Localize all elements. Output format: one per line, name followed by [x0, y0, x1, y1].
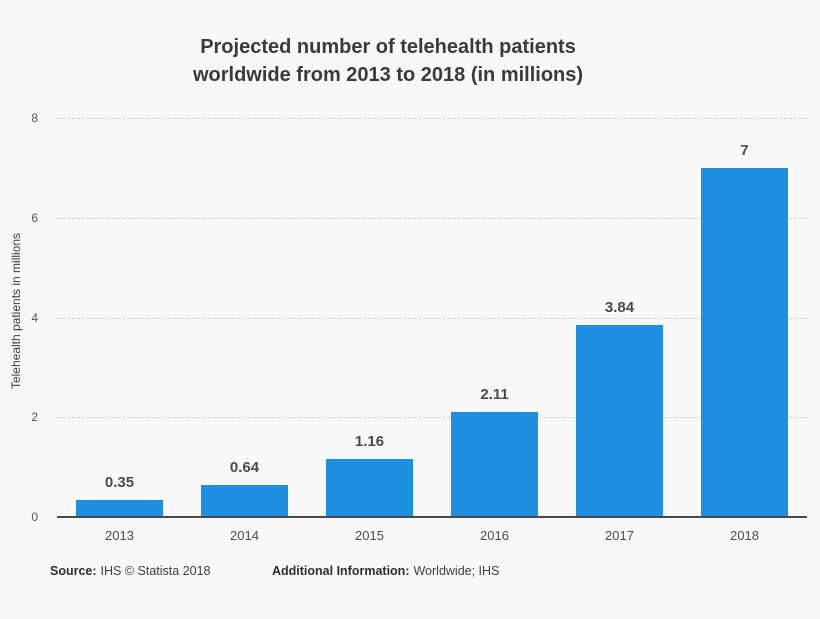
x-tick-label-2013: 2013 — [105, 528, 134, 543]
gridline-y-8 — [57, 118, 807, 119]
gridline-y-6 — [57, 217, 807, 219]
bar-2013 — [75, 499, 164, 517]
bar-value-label-2013: 0.35 — [104, 473, 135, 491]
chart-title-line2: worldwide from 2013 to 2018 (in millions… — [192, 64, 584, 86]
y-axis-tick-labels: 0 2 4 6 8 — [0, 111, 48, 524]
plot-area: 0.35 0.64 1.16 2.11 3.84 7 — [57, 118, 807, 518]
bar-group-2017: 3.84 — [557, 118, 682, 517]
bar-value-label-2014: 0.64 — [229, 459, 260, 477]
bar-group-2014: 0.64 — [182, 118, 307, 517]
x-tick-label-2016: 2016 — [480, 528, 509, 543]
chart-title-line1: Projected number of telehealth patients — [200, 36, 576, 58]
source-note: Source: IHS © Statista 2018 — [50, 564, 211, 578]
footer: Source: IHS © Statista 2018 Additional In… — [0, 564, 820, 584]
chart-title: Projected number of telehealth patients … — [0, 33, 776, 89]
source-text: IHS © Statista 2018 — [100, 564, 211, 578]
additional-info-note: Additional Information: Worldwide; IHS — [272, 564, 499, 578]
bar-group-2018: 7 — [682, 118, 807, 517]
bar-value-label-2015: 1.16 — [354, 433, 385, 451]
x-tick-label-2015: 2015 — [355, 528, 384, 543]
bar-2016 — [450, 411, 539, 517]
y-tick-label-6: 6 — [31, 210, 38, 225]
additional-info-label: Additional Information: — [272, 564, 410, 578]
x-axis-tick-labels: 2013 2014 2015 2016 2017 2018 — [57, 528, 807, 543]
y-tick-label-2: 2 — [31, 410, 38, 425]
source-label: Source: — [50, 564, 97, 578]
x-tick-label-2017: 2017 — [605, 528, 634, 543]
y-tick-label-4: 4 — [31, 310, 38, 325]
y-tick-label-8: 8 — [31, 111, 38, 125]
gridline-y-2 — [57, 417, 807, 419]
bar-group-2013: 0.35 — [57, 118, 182, 517]
bar-value-label-2017: 3.84 — [604, 299, 635, 317]
bar-value-label-2018: 7 — [740, 141, 749, 159]
bar-2018 — [700, 167, 789, 517]
x-axis-line — [57, 516, 807, 518]
bar-value-label-2016: 2.11 — [480, 385, 509, 403]
bar-group-2015: 1.16 — [307, 118, 432, 517]
x-tick-label-2018: 2018 — [730, 528, 759, 543]
bar-2014 — [200, 485, 289, 517]
bars-container: 0.35 0.64 1.16 2.11 3.84 7 — [57, 118, 807, 517]
x-tick-label-2014: 2014 — [230, 528, 259, 543]
bar-2015 — [325, 459, 414, 517]
bar-group-2016: 2.11 — [432, 118, 557, 517]
bar-2017 — [575, 325, 664, 517]
y-tick-label-0: 0 — [31, 510, 38, 524]
additional-info-text: Worldwide; IHS — [413, 564, 500, 578]
gridline-y-4 — [57, 317, 807, 319]
